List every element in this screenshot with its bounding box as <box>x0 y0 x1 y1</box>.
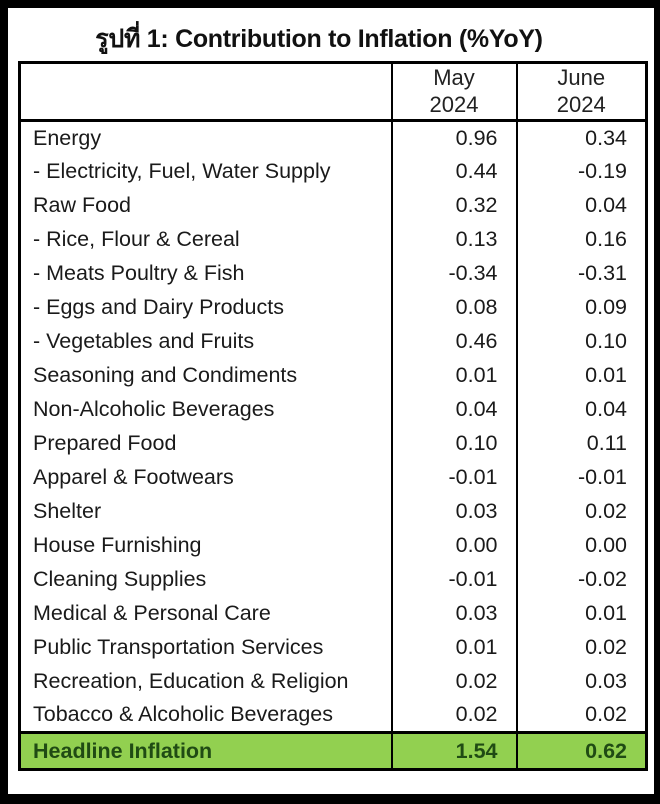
may-value: 0.02 <box>390 698 517 733</box>
category-label: - Meats Poultry & Fish <box>33 261 245 285</box>
figure-title: รูปที่ 1: Contribution to Inflation (%Yo… <box>95 25 543 53</box>
may-value: 0.03 <box>390 494 517 529</box>
table-row: Non-Alcoholic Beverages 0.04 0.04 <box>20 392 647 427</box>
june-value: -0.31 <box>515 256 647 291</box>
may-value: 0.01 <box>390 358 517 393</box>
headline-label: Headline Inflation <box>19 731 392 770</box>
june-value: 0.01 <box>515 358 647 393</box>
category-label: - Rice, Flour & Cereal <box>33 227 240 251</box>
category-label: Apparel & Footwears <box>33 465 234 489</box>
june-value: 0.04 <box>515 392 647 427</box>
category-label: Non-Alcoholic Beverages <box>33 397 275 421</box>
category-label: Cleaning Supplies <box>33 567 207 591</box>
june-value: 0.11 <box>515 426 647 461</box>
category-label: Medical & Personal Care <box>33 601 271 625</box>
june-value: 0.10 <box>515 324 647 359</box>
table-row: Apparel & Footwears -0.01 -0.01 <box>20 460 647 495</box>
category-label: - Eggs and Dairy Products <box>33 295 284 319</box>
table-header: May 2024 June 2024 <box>19 62 647 122</box>
june-value: 0.00 <box>515 528 647 563</box>
table-row: Seasoning and Condiments 0.01 0.01 <box>20 358 647 393</box>
june-value: 0.16 <box>515 222 647 257</box>
table-footer: Headline Inflation 1.54 0.62 <box>19 731 647 770</box>
headline-inflation-row: Headline Inflation 1.54 0.62 <box>19 731 647 770</box>
table-row: Energy 0.96 0.34 <box>20 120 647 155</box>
june-value: 0.03 <box>515 664 647 699</box>
june-value: 0.02 <box>515 630 647 665</box>
may-value: 0.32 <box>390 188 517 223</box>
may-value: 0.46 <box>390 324 517 359</box>
june-value: -0.19 <box>515 154 647 189</box>
may-value: 0.96 <box>390 120 517 155</box>
table-row: Raw Food 0.32 0.04 <box>20 188 647 223</box>
june-value: 0.02 <box>515 494 647 529</box>
table-row: - Meats Poultry & Fish -0.34 -0.31 <box>20 256 647 291</box>
inflation-table: May 2024 June 2024 Energy 0.96 0.34 - El… <box>18 61 648 771</box>
header-row: May 2024 June 2024 <box>19 62 647 122</box>
table-row: Public Transportation Services 0.01 0.02 <box>20 630 647 665</box>
category-label: - Electricity, Fuel, Water Supply <box>33 159 331 183</box>
table-row: Recreation, Education & Religion 0.02 0.… <box>20 664 647 699</box>
column-header-may: May 2024 <box>390 62 517 122</box>
empty-header-cell <box>19 62 392 122</box>
june-value: 0.02 <box>515 698 647 733</box>
june-value: -0.01 <box>515 460 647 495</box>
table-row: Tobacco & Alcoholic Beverages 0.02 0.02 <box>20 698 647 733</box>
may-value: -0.34 <box>390 256 517 291</box>
category-label: House Furnishing <box>33 533 202 557</box>
category-label: Prepared Food <box>33 431 177 455</box>
may-value: 0.03 <box>390 596 517 631</box>
may-value: 0.04 <box>390 392 517 427</box>
may-value: 0.10 <box>390 426 517 461</box>
table-row: - Eggs and Dairy Products 0.08 0.09 <box>20 290 647 325</box>
category-label: Public Transportation Services <box>33 635 324 659</box>
june-value: 0.34 <box>515 120 647 155</box>
june-value: 0.09 <box>515 290 647 325</box>
may-value: 0.00 <box>390 528 517 563</box>
category-label: Recreation, Education & Religion <box>33 669 349 693</box>
table-row: Prepared Food 0.10 0.11 <box>20 426 647 461</box>
june-value: 0.01 <box>515 596 647 631</box>
category-label: Seasoning and Condiments <box>33 363 298 387</box>
table-row: - Electricity, Fuel, Water Supply 0.44 -… <box>20 154 647 189</box>
table-row: Cleaning Supplies -0.01 -0.02 <box>20 562 647 597</box>
headline-may-value: 1.54 <box>390 731 517 770</box>
table-row: - Rice, Flour & Cereal 0.13 0.16 <box>20 222 647 257</box>
may-value: 0.13 <box>390 222 517 257</box>
headline-june-value: 0.62 <box>515 731 647 770</box>
table-body: Energy 0.96 0.34 - Electricity, Fuel, Wa… <box>20 120 647 733</box>
may-value: 0.02 <box>390 664 517 699</box>
category-label: Shelter <box>33 499 102 523</box>
category-label: Tobacco & Alcoholic Beverages <box>33 702 333 727</box>
may-value: -0.01 <box>390 460 517 495</box>
column-year: 2024 <box>429 91 479 117</box>
page-frame: รูปที่ 1: Contribution to Inflation (%Yo… <box>8 8 654 794</box>
category-label: - Vegetables and Fruits <box>33 329 255 353</box>
table-row: Medical & Personal Care 0.03 0.01 <box>20 596 647 631</box>
category-label: Energy <box>33 125 102 150</box>
may-value: 0.44 <box>390 154 517 189</box>
column-month: May <box>433 64 475 90</box>
june-value: 0.04 <box>515 188 647 223</box>
table-row: House Furnishing 0.00 0.00 <box>20 528 647 563</box>
column-month: June <box>557 64 606 90</box>
may-value: -0.01 <box>390 562 517 597</box>
june-value: -0.02 <box>515 562 647 597</box>
may-value: 0.01 <box>390 630 517 665</box>
table-row: - Vegetables and Fruits 0.46 0.10 <box>20 324 647 359</box>
column-year: 2024 <box>556 91 606 117</box>
column-header-june: June 2024 <box>515 62 647 122</box>
category-label: Raw Food <box>33 193 131 217</box>
table-row: Shelter 0.03 0.02 <box>20 494 647 529</box>
may-value: 0.08 <box>390 290 517 325</box>
